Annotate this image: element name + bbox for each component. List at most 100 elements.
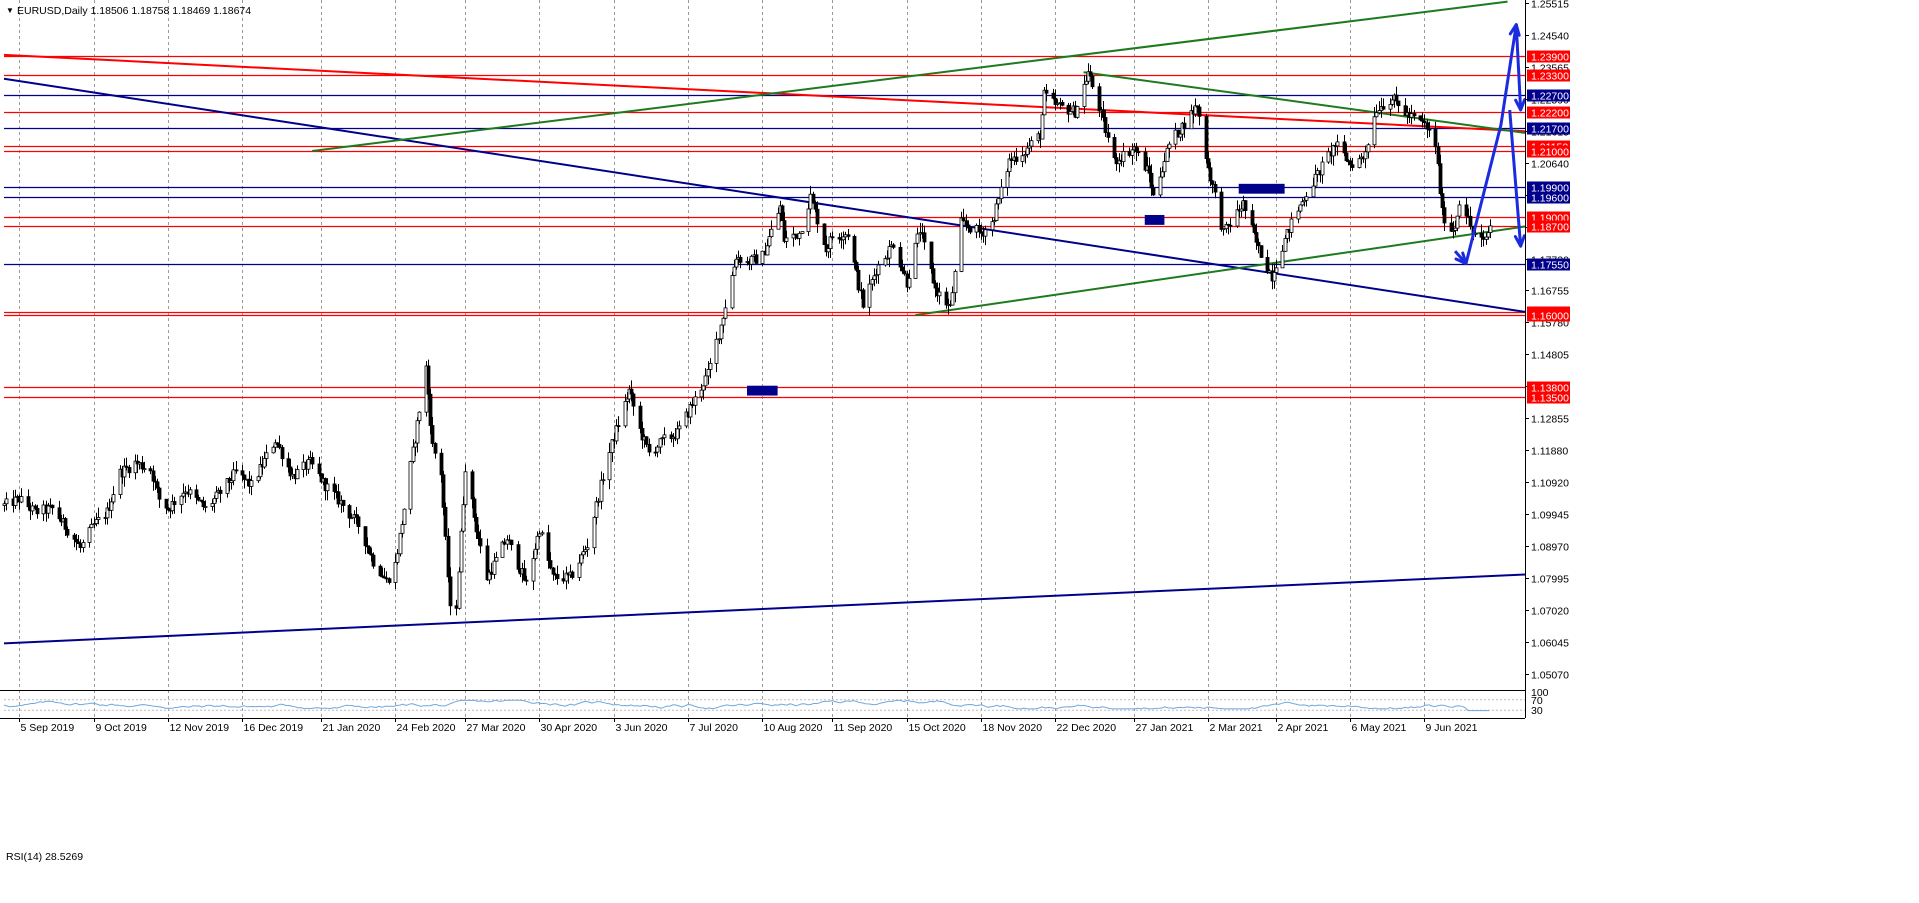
candle xyxy=(688,401,693,425)
candle xyxy=(616,416,621,433)
candle xyxy=(535,531,540,555)
candle xyxy=(1433,121,1438,155)
candle xyxy=(548,552,553,570)
candle xyxy=(105,502,110,525)
candle xyxy=(155,478,160,493)
candle xyxy=(109,497,114,519)
candle xyxy=(1097,83,1102,118)
level-tag: 1.17550 xyxy=(1527,258,1570,272)
trendline-navy-uptrend-lower[interactable] xyxy=(3,573,1526,645)
y-tick-label: 1.24540 xyxy=(1531,31,1569,43)
candle xyxy=(408,460,413,515)
trendline-red-downtrend[interactable] xyxy=(3,53,1526,133)
candle xyxy=(400,520,405,538)
trendline-green-channel-upper[interactable] xyxy=(312,0,1508,152)
candle xyxy=(1296,206,1301,224)
candle xyxy=(1256,238,1261,254)
candle xyxy=(172,496,177,514)
projection-branch[interactable] xyxy=(1508,109,1523,247)
candle xyxy=(1005,168,1010,196)
candle xyxy=(1136,147,1141,157)
candle xyxy=(188,486,193,500)
candle xyxy=(994,199,999,221)
candle xyxy=(631,392,636,416)
candle xyxy=(242,474,247,489)
candle xyxy=(1442,201,1447,232)
candle xyxy=(708,358,713,379)
candle xyxy=(363,526,368,555)
chart-header[interactable]: ▼ EURUSD,Daily 1.18506 1.18758 1.18469 1… xyxy=(6,5,251,17)
candle xyxy=(684,408,689,429)
projection-path[interactable] xyxy=(1453,23,1523,266)
candle xyxy=(336,483,341,508)
candle xyxy=(703,368,708,390)
level-tag: 1.22700 xyxy=(1527,89,1570,103)
candle xyxy=(570,570,575,580)
horizontal-levels xyxy=(4,55,1525,399)
candle xyxy=(395,549,400,565)
x-tick-label: 30 Apr 2020 xyxy=(541,722,598,734)
candle xyxy=(944,287,949,309)
candle xyxy=(1254,223,1259,250)
candle xyxy=(1149,164,1154,196)
chart-menu-icon[interactable]: ▼ xyxy=(6,6,14,15)
candle xyxy=(443,502,448,541)
candle xyxy=(492,553,497,579)
candle xyxy=(441,470,446,516)
candle xyxy=(996,198,1001,210)
candle xyxy=(1158,167,1163,198)
zone-3[interactable] xyxy=(1238,183,1285,194)
y-tick-label: 1.20640 xyxy=(1531,159,1569,171)
x-tick-label: 2 Apr 2021 xyxy=(1278,722,1329,734)
candle xyxy=(922,225,927,250)
candle xyxy=(537,530,542,540)
candle xyxy=(4,492,9,511)
level-tag-label: 1.19600 xyxy=(1531,193,1569,205)
candle xyxy=(1055,99,1060,107)
candle xyxy=(983,225,988,246)
y-tick-label: 1.25515 xyxy=(1531,0,1569,11)
x-tick-label: 2 Mar 2021 xyxy=(1210,722,1263,734)
trendline-green-downtrend[interactable] xyxy=(1083,71,1526,134)
candle xyxy=(1438,154,1443,196)
candle xyxy=(524,575,529,586)
candle xyxy=(1344,143,1349,162)
candle xyxy=(1298,204,1303,213)
candle xyxy=(585,538,590,557)
chart-header-text: EURUSD,Daily 1.18506 1.18758 1.18469 1.1… xyxy=(17,5,251,17)
candle xyxy=(417,411,422,425)
zone-2[interactable] xyxy=(1144,215,1165,225)
candle xyxy=(721,317,726,333)
x-tick-label: 12 Nov 2019 xyxy=(170,722,230,734)
candle xyxy=(1427,121,1432,138)
y-tick-label: 1.09945 xyxy=(1531,510,1569,522)
candle xyxy=(638,401,643,434)
candle xyxy=(907,269,912,290)
level-tag-label: 1.13500 xyxy=(1531,393,1569,405)
candle xyxy=(1068,103,1073,115)
level-tag: 1.21700 xyxy=(1527,122,1570,136)
x-tick-label: 5 Sep 2019 xyxy=(21,722,75,734)
candle xyxy=(629,380,634,402)
zone-1[interactable] xyxy=(747,385,778,396)
candle xyxy=(240,464,245,482)
projection-arrowhead xyxy=(1514,98,1527,112)
candle xyxy=(592,516,597,555)
rsi-label: RSI(14) 28.5269 xyxy=(6,851,83,863)
candle xyxy=(63,517,68,536)
candle xyxy=(1044,83,1049,102)
x-tick-label: 16 Dec 2019 xyxy=(244,722,304,734)
level-tag-label: 1.21700 xyxy=(1531,124,1569,136)
candle xyxy=(203,500,208,513)
candle xyxy=(446,528,451,583)
trendline-green-channel-lower[interactable] xyxy=(915,225,1526,317)
candle xyxy=(931,262,936,284)
candle xyxy=(1090,73,1095,90)
candle xyxy=(516,541,521,573)
candle xyxy=(577,554,582,581)
candle xyxy=(387,577,392,585)
candle xyxy=(214,486,219,503)
